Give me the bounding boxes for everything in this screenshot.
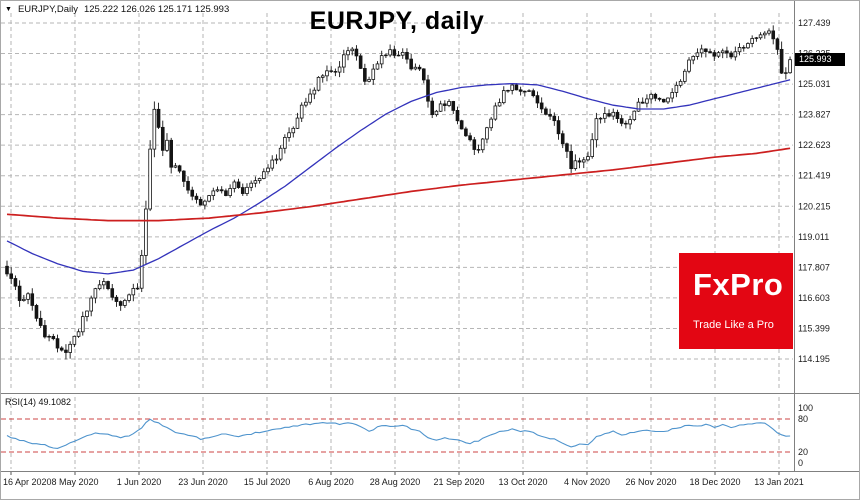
svg-text:4 Nov 2020: 4 Nov 2020: [564, 477, 610, 487]
svg-text:13 Jan 2021: 13 Jan 2021: [754, 477, 804, 487]
svg-text:15 Jul 2020: 15 Jul 2020: [244, 477, 291, 487]
svg-text:13 Oct 2020: 13 Oct 2020: [498, 477, 547, 487]
svg-text:122.623: 122.623: [798, 140, 831, 150]
fxpro-logo: FxPro Trade Like a Pro: [679, 253, 793, 349]
svg-text:20: 20: [798, 447, 808, 457]
symbol-label: EURJPY,Daily: [17, 4, 78, 15]
chart-title: EURJPY, daily: [309, 7, 485, 35]
svg-text:117.807: 117.807: [798, 262, 830, 272]
svg-text:28 Aug 2020: 28 Aug 2020: [370, 477, 421, 487]
current-price-marker: 125.993: [795, 53, 845, 66]
rsi-indicator-label: RSI(14) 49.1082: [5, 397, 72, 407]
svg-text:8 May 2020: 8 May 2020: [51, 477, 98, 487]
svg-text:26 Nov 2020: 26 Nov 2020: [625, 477, 676, 487]
svg-text:100: 100: [798, 403, 813, 413]
svg-text:120.215: 120.215: [798, 201, 831, 211]
svg-text:23 Jun 2020: 23 Jun 2020: [178, 477, 228, 487]
symbol-info: ▼ EURJPY,Daily 125.222 126.026 125.171 1…: [5, 4, 229, 15]
svg-text:119.011: 119.011: [798, 232, 829, 242]
svg-text:0: 0: [798, 458, 803, 468]
symbol-triangle-icon: ▼: [5, 5, 12, 13]
svg-text:127.439: 127.439: [798, 18, 831, 28]
svg-text:21 Sep 2020: 21 Sep 2020: [433, 477, 484, 487]
svg-text:121.419: 121.419: [798, 171, 831, 181]
svg-text:116.603: 116.603: [798, 293, 830, 303]
svg-text:16 Apr 2020: 16 Apr 2020: [3, 477, 52, 487]
svg-text:18 Dec 2020: 18 Dec 2020: [689, 477, 740, 487]
svg-text:123.827: 123.827: [798, 110, 831, 120]
svg-text:6 Aug 2020: 6 Aug 2020: [308, 477, 354, 487]
svg-text:1 Jun 2020: 1 Jun 2020: [117, 477, 162, 487]
svg-text:115.399: 115.399: [798, 323, 830, 333]
fxpro-brand-text: FxPro: [693, 267, 784, 302]
ohlc-values: 125.222 126.026 125.171 125.993: [83, 4, 230, 15]
svg-text:125.031: 125.031: [798, 79, 831, 89]
fxpro-tagline: Trade Like a Pro: [693, 319, 774, 331]
svg-text:114.195: 114.195: [798, 354, 830, 364]
svg-text:80: 80: [798, 414, 808, 424]
